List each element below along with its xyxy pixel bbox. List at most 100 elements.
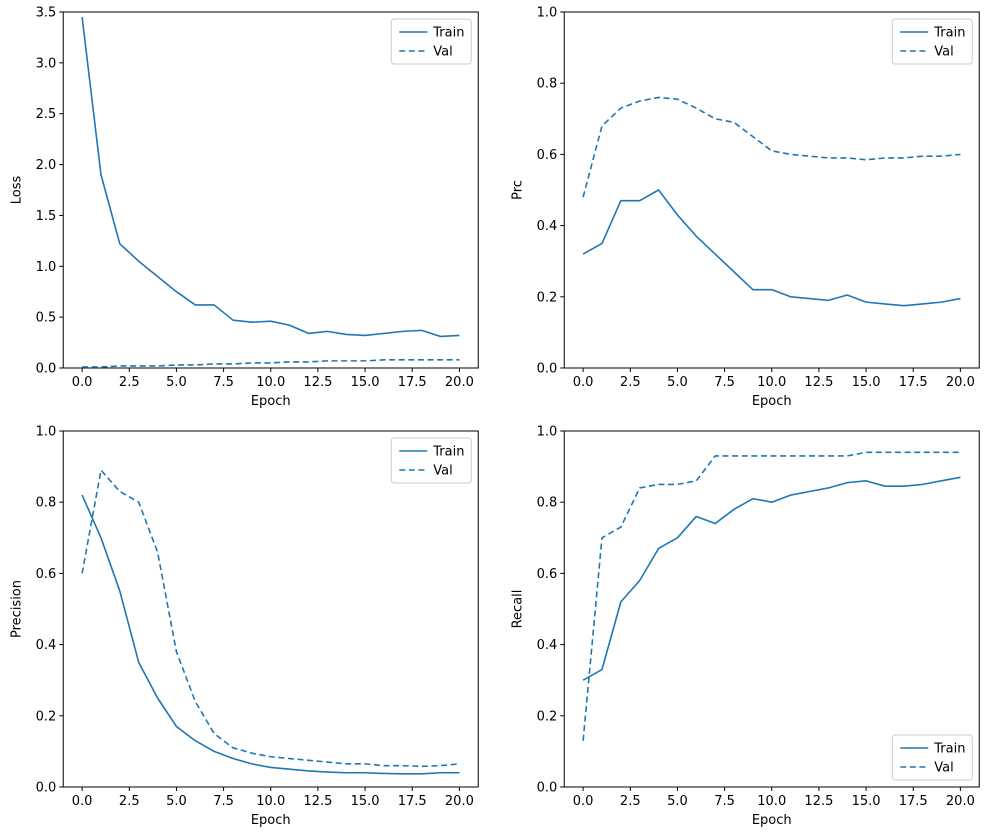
x-tick-label: 7.5 [714, 794, 735, 809]
precision-val-line [81, 469, 460, 768]
y-tick-label: 0.8 [36, 496, 57, 511]
x-tick-label: 7.5 [213, 375, 234, 390]
legend-box [891, 18, 973, 65]
x-tick-label: 0.0 [72, 375, 93, 390]
y-tick-label: 0.4 [536, 219, 557, 234]
x-tick-label: 20.0 [945, 794, 974, 809]
y-axis-label: Prc [510, 180, 525, 200]
x-tick-label: 17.5 [398, 375, 427, 390]
y-tick-label: 0.6 [36, 567, 57, 582]
x-tick-label: 20.0 [445, 375, 474, 390]
y-tick-label: 0.0 [536, 781, 557, 796]
loss-val-line [82, 359, 460, 368]
x-tick-label: 10.0 [256, 375, 285, 390]
x-tick-label: 2.5 [619, 375, 640, 390]
x-tick-label: 10.0 [757, 794, 786, 809]
x-tick-label: 5.0 [667, 375, 688, 390]
y-tick-label: 0.2 [536, 709, 557, 724]
precision-plot-svg: 0.0 2.5 5.0 7.5 10.0 12.5 15.0 17.5 20.0 0.0 0.2 0.… [9, 425, 479, 828]
x-tick-label: 15.0 [351, 794, 380, 809]
loss-plot-svg: 0.0 2.5 5.0 7.5 10.0 12.5 15.0 17.5 20.0 0.0 0.5 1.… [9, 6, 479, 409]
recall-train-line [582, 476, 961, 681]
y-tick-label: 0.5 [36, 311, 57, 326]
axes-frame [62, 430, 479, 788]
legend-val-label: Val [934, 45, 953, 60]
x-tick-label: 2.5 [619, 794, 640, 809]
x-tick-label: 12.5 [804, 794, 833, 809]
legend-train-label: Train [432, 445, 464, 460]
x-tick-label: 0.0 [572, 794, 593, 809]
y-tick-label: 1.0 [36, 425, 57, 440]
chart-recall: 0.0 2.5 5.0 7.5 10.0 12.5 15.0 17.5 20.0 0.0 0.2 0.… [501, 419, 1001, 838]
x-tick-label: 15.0 [351, 375, 380, 390]
y-tick-label: 0.0 [536, 362, 557, 377]
y-tick-label: 0.8 [536, 496, 557, 511]
axes-frame [563, 11, 980, 369]
precision-train-line [81, 494, 460, 775]
x-tick-label: 2.5 [119, 794, 140, 809]
x-tick-label: 5.0 [166, 794, 187, 809]
legend-train-label: Train [933, 26, 965, 41]
x-tick-label: 7.5 [714, 375, 735, 390]
y-tick-label: 2.5 [36, 107, 57, 122]
y-tick-label: 3.5 [36, 6, 57, 21]
x-tick-label: 10.0 [757, 375, 786, 390]
chart-loss: 0.0 2.5 5.0 7.5 10.0 12.5 15.0 17.5 20.0 0.0 0.5 1.… [0, 0, 501, 419]
x-tick-label: 20.0 [945, 375, 974, 390]
x-tick-label: 7.5 [213, 794, 234, 809]
chart-prc: 0.0 2.5 5.0 7.5 10.0 12.5 15.0 17.5 20.0 0.0 0.2 0.… [501, 0, 1001, 419]
prc-val-line [581, 96, 960, 198]
x-axis-label: Epoch [251, 394, 291, 409]
x-tick-label: 0.0 [72, 794, 93, 809]
legend-train-label: Train [432, 26, 464, 41]
y-tick-label: 1.5 [36, 209, 57, 224]
legend-box [891, 734, 973, 781]
x-tick-label: 2.5 [119, 375, 140, 390]
y-tick-label: 0.2 [36, 709, 57, 724]
legend-val-label: Val [433, 464, 452, 479]
y-tick-label: 1.0 [36, 260, 57, 275]
y-tick-label: 1.0 [536, 6, 557, 21]
x-axis-label: Epoch [751, 813, 791, 828]
x-tick-label: 15.0 [851, 375, 880, 390]
x-tick-label: 20.0 [445, 794, 474, 809]
x-tick-label: 15.0 [851, 794, 880, 809]
legend-train-label: Train [933, 742, 965, 757]
loss-train-line [81, 16, 460, 338]
y-tick-label: 0.4 [36, 638, 57, 653]
y-tick-label: 0.0 [36, 781, 57, 796]
chart-precision: 0.0 2.5 5.0 7.5 10.0 12.5 15.0 17.5 20.0 0.0 0.2 0.… [0, 419, 501, 838]
x-tick-label: 12.5 [303, 375, 332, 390]
x-tick-label: 12.5 [303, 794, 332, 809]
x-tick-label: 12.5 [804, 375, 833, 390]
x-tick-label: 17.5 [898, 794, 927, 809]
prc-train-line [582, 189, 961, 307]
x-tick-label: 17.5 [398, 794, 427, 809]
y-tick-label: 0.8 [536, 77, 557, 92]
y-axis-label: Recall [510, 590, 525, 629]
y-tick-label: 0.2 [536, 290, 557, 305]
legend-box [390, 437, 472, 484]
y-tick-label: 0.6 [536, 148, 557, 163]
prc-plot-svg: 0.0 2.5 5.0 7.5 10.0 12.5 15.0 17.5 20.0 0.0 0.2 0.… [510, 6, 980, 409]
x-tick-label: 0.0 [572, 375, 593, 390]
legend-box [390, 18, 472, 65]
y-axis-label: Loss [9, 176, 24, 205]
axes-frame [62, 11, 479, 369]
x-axis-label: Epoch [751, 394, 791, 409]
y-tick-label: 0.0 [36, 362, 57, 377]
x-tick-label: 5.0 [166, 375, 187, 390]
x-tick-label: 5.0 [667, 794, 688, 809]
x-axis-label: Epoch [251, 813, 291, 828]
y-axis-label: Precision [9, 580, 24, 638]
legend-val-label: Val [433, 45, 452, 60]
y-tick-label: 0.6 [536, 567, 557, 582]
recall-plot-svg: 0.0 2.5 5.0 7.5 10.0 12.5 15.0 17.5 20.0 0.0 0.2 0.… [510, 425, 980, 828]
x-tick-label: 10.0 [256, 794, 285, 809]
recall-val-line [581, 451, 960, 741]
y-tick-label: 3.0 [36, 56, 57, 71]
legend-val-label: Val [934, 761, 953, 776]
y-tick-label: 1.0 [536, 425, 557, 440]
x-tick-label: 17.5 [898, 375, 927, 390]
